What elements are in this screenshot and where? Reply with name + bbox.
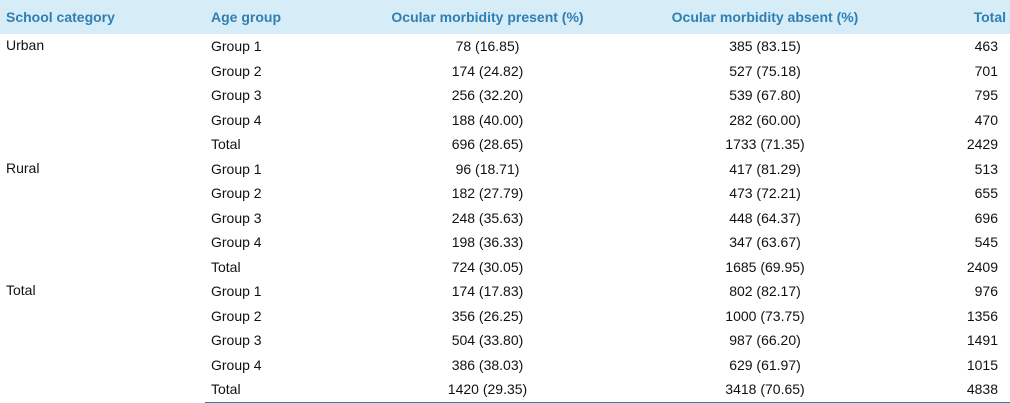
table-row: Rural Group 1 96 (18.71) 417 (81.29) 513 (0, 157, 1010, 182)
total-cell: 701 (974, 62, 998, 79)
absent-cell: 3418 (70.65) (620, 377, 910, 403)
header-row: School category Age group Ocular morbidi… (0, 0, 1010, 34)
absent-cell: 1685 (69.95) (725, 258, 805, 275)
present-cell: 248 (35.63) (451, 209, 524, 226)
table-row: Group 4 188 (40.00) 282 (60.00) 470 (0, 108, 1010, 133)
school-category-cell: Urban (6, 37, 45, 53)
table-body: Urban Group 1 78 (16.85) 385 (83.15) 463 Grou… (0, 34, 1010, 403)
present-cell: 724 (30.05) (451, 258, 524, 275)
table-row: Group 2 174 (24.82) 527 (75.18) 701 (0, 59, 1010, 84)
absent-cell: 527 (75.18) (729, 62, 801, 79)
total-cell: 1356 (966, 307, 998, 324)
age-group-cell: Group 3 (211, 332, 262, 349)
present-cell: 198 (36.33) (451, 234, 524, 251)
total-cell: 1015 (966, 356, 998, 373)
total-cell: 463 (974, 38, 998, 55)
age-group-cell: Group 1 (211, 160, 262, 177)
present-cell: 1420 (29.35) (355, 377, 620, 403)
present-cell: 188 (40.00) (451, 111, 524, 128)
table-row: Group 2 356 (26.25) 1000 (73.75) 1356 (0, 304, 1010, 329)
present-cell: 696 (28.65) (451, 136, 524, 153)
absent-cell: 987 (66.20) (729, 332, 801, 349)
present-cell: 174 (24.82) (451, 62, 524, 79)
total-cell: 1491 (966, 332, 998, 349)
age-group-cell: Group 1 (211, 283, 262, 300)
total-cell: 2409 (966, 258, 998, 275)
total-cell: 976 (974, 283, 998, 300)
total-cell: 2429 (966, 136, 998, 153)
absent-cell: 347 (63.67) (729, 234, 801, 251)
absent-cell: 385 (83.15) (729, 38, 801, 55)
present-cell: 504 (33.80) (451, 332, 524, 349)
absent-cell: 802 (82.17) (729, 283, 801, 300)
absent-cell: 448 (64.37) (729, 209, 801, 226)
table-row: Group 3 504 (33.80) 987 (66.20) 1491 (0, 328, 1010, 353)
table-row: Group 3 256 (32.20) 539 (67.80) 795 (0, 83, 1010, 108)
table-row: Total Group 1 174 (17.83) 802 (82.17) 976 (0, 279, 1010, 304)
present-cell: 78 (16.85) (455, 38, 520, 55)
present-cell: 182 (27.79) (451, 185, 524, 202)
age-group-cell: Total (211, 258, 241, 275)
table-row: Group 4 198 (36.33) 347 (63.67) 545 (0, 230, 1010, 255)
age-group-cell: Group 3 (211, 209, 262, 226)
absent-cell: 473 (72.21) (729, 185, 801, 202)
age-group-cell: Group 4 (211, 111, 262, 128)
absent-cell: 1733 (71.35) (725, 136, 805, 153)
table-row: Total 696 (28.65) 1733 (71.35) 2429 (0, 132, 1010, 157)
present-cell: 174 (17.83) (451, 283, 524, 300)
age-group-cell: Group 3 (211, 87, 262, 104)
header-absent: Ocular morbidity absent (%) (671, 9, 859, 25)
absent-cell: 629 (61.97) (729, 356, 801, 373)
age-group-cell: Group 4 (211, 234, 262, 251)
header-present: Ocular morbidity present (%) (391, 9, 584, 25)
present-cell: 356 (26.25) (451, 307, 524, 324)
table-row: Urban Group 1 78 (16.85) 385 (83.15) 463 (0, 34, 1010, 59)
header-total: Total (973, 9, 1006, 25)
total-cell: 795 (974, 87, 998, 104)
table-row: Group 4 386 (38.03) 629 (61.97) 1015 (0, 353, 1010, 378)
absent-cell: 539 (67.80) (729, 87, 801, 104)
present-cell: 386 (38.03) (451, 356, 524, 373)
age-group-cell: Group 2 (211, 62, 262, 79)
total-cell: 4838 (910, 377, 1010, 403)
absent-cell: 417 (81.29) (729, 160, 801, 177)
present-cell: 96 (18.71) (455, 160, 520, 177)
total-cell: 470 (974, 111, 998, 128)
age-group-cell: Group 1 (211, 38, 262, 55)
table-row: Group 2 182 (27.79) 473 (72.21) 655 (0, 181, 1010, 206)
school-category-cell: Total (6, 282, 36, 298)
age-group-cell: Total (211, 136, 241, 153)
age-group-cell: Group 4 (211, 356, 262, 373)
table-row: Group 3 248 (35.63) 448 (64.37) 696 (0, 206, 1010, 231)
age-group-cell: Group 2 (211, 307, 262, 324)
table-row: Total 724 (30.05) 1685 (69.95) 2409 (0, 255, 1010, 280)
header-school-category: School category (6, 9, 115, 25)
total-cell: 696 (974, 209, 998, 226)
header-age-group: Age group (211, 9, 281, 25)
age-group-cell: Total (205, 377, 355, 403)
present-cell: 256 (32.20) (451, 87, 524, 104)
total-cell: 545 (974, 234, 998, 251)
absent-cell: 282 (60.00) (729, 111, 801, 128)
total-cell: 513 (974, 160, 998, 177)
total-cell: 655 (974, 185, 998, 202)
school-category-cell: Rural (6, 159, 40, 176)
age-group-cell: Group 2 (211, 185, 262, 202)
absent-cell: 1000 (73.75) (725, 307, 805, 324)
